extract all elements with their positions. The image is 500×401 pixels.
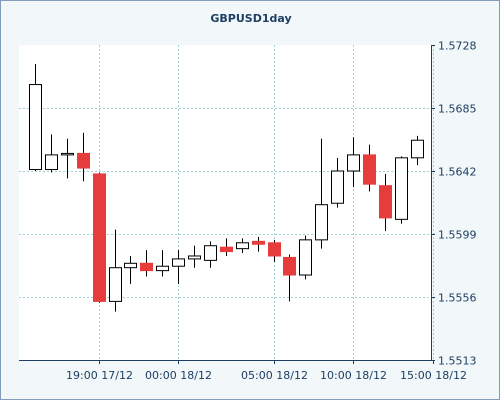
candle (252, 236, 265, 252)
grid-layer (19, 45, 434, 360)
candle (45, 134, 58, 173)
x-tick-label: 05:00 18/12 (241, 369, 308, 382)
candle-body-down (220, 246, 233, 253)
candle (395, 156, 408, 224)
candle-body-down (93, 173, 106, 302)
y-tick-label: 1.5556 (438, 292, 477, 305)
candles-layer (29, 64, 424, 312)
candle-body-down (283, 256, 296, 276)
candle-body-up (109, 267, 122, 302)
candle (172, 250, 185, 284)
candle (93, 172, 106, 303)
candle (204, 241, 217, 268)
candle (124, 255, 137, 284)
plot-area (19, 45, 431, 360)
axis-layer (19, 45, 432, 361)
candle (236, 238, 249, 254)
candle-body-down (252, 240, 265, 245)
candle (363, 144, 376, 192)
candle-body-down (363, 154, 376, 185)
candle-body-down (268, 242, 281, 257)
candle (188, 245, 201, 268)
candle (220, 238, 233, 256)
candle-body-up (347, 154, 360, 172)
candle (156, 250, 169, 277)
candle (347, 137, 360, 188)
candle-body-up (188, 255, 201, 260)
candle (268, 239, 281, 262)
y-tick-label: 1.5599 (438, 229, 477, 242)
y-tick-label: 1.5642 (438, 166, 477, 179)
x-tick-label: 19:00 17/12 (66, 369, 133, 382)
candle (299, 235, 312, 280)
candle-body-up (236, 242, 249, 250)
x-tick-label: 10:00 18/12 (320, 369, 387, 382)
y-tick-label: 1.5513 (438, 355, 477, 368)
candle (411, 135, 424, 166)
candle-body-up (45, 154, 58, 171)
x-tick-label: 00:00 18/12 (145, 369, 212, 382)
candle (379, 173, 392, 232)
candle (315, 138, 328, 249)
candle (77, 132, 90, 182)
candle (140, 250, 153, 277)
candle-body-up (172, 258, 185, 267)
candle-body-up (411, 139, 424, 159)
candle-body-up (331, 170, 344, 204)
candle (61, 138, 74, 179)
candle-body-up (61, 152, 74, 156)
y-tick-label: 1.5685 (438, 103, 477, 116)
candle-body-up (156, 265, 169, 272)
candle-body-up (29, 84, 42, 171)
candle (283, 254, 296, 302)
candle (29, 64, 42, 171)
candle-body-up (204, 245, 217, 261)
tick-layer: 1.5728 1.5685 1.5642 1.5599 1.5556 1.5513 19:0… (66, 40, 476, 383)
candle (109, 229, 122, 312)
chart-title: GBPUSD1day (210, 12, 292, 25)
y-tick-label: 1.5728 (438, 40, 477, 53)
candle-body-up (315, 204, 328, 241)
candle-body-down (77, 152, 90, 169)
candle-body-up (395, 157, 408, 220)
candle-body-up (124, 262, 137, 269)
candle-body-down (140, 262, 153, 272)
candle (331, 157, 344, 208)
candle-body-up (299, 239, 312, 276)
x-tick-label: 15:00 18/12 (400, 369, 467, 382)
candle-body-down (379, 185, 392, 219)
